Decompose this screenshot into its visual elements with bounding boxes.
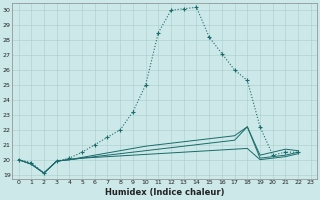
X-axis label: Humidex (Indice chaleur): Humidex (Indice chaleur) <box>105 188 224 197</box>
